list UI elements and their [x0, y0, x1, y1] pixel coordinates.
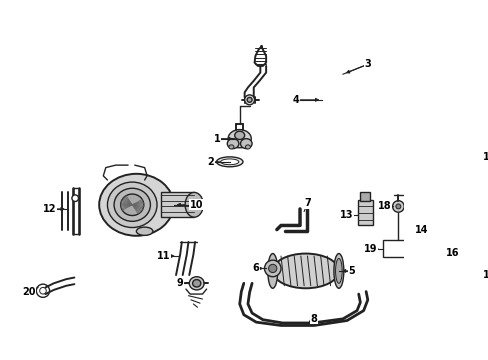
Ellipse shape	[452, 246, 468, 259]
Bar	[357, 200, 372, 225]
Text: 1: 1	[214, 134, 220, 144]
Text: 4: 4	[292, 95, 299, 105]
Ellipse shape	[234, 131, 244, 140]
Ellipse shape	[463, 270, 474, 280]
Text: 6: 6	[252, 264, 259, 274]
Ellipse shape	[228, 145, 233, 149]
Ellipse shape	[227, 130, 251, 148]
Text: 7: 7	[304, 198, 310, 208]
Ellipse shape	[272, 253, 338, 288]
Circle shape	[392, 201, 404, 212]
Text: 3: 3	[364, 59, 370, 69]
Bar	[161, 192, 194, 217]
Ellipse shape	[267, 253, 277, 288]
Text: 17: 17	[482, 152, 488, 162]
Text: 10: 10	[189, 200, 203, 210]
Ellipse shape	[465, 272, 472, 278]
Ellipse shape	[114, 188, 150, 221]
Circle shape	[264, 260, 281, 277]
Ellipse shape	[99, 174, 173, 236]
Text: 11: 11	[157, 251, 170, 261]
Ellipse shape	[433, 208, 441, 213]
Bar	[360, 192, 369, 202]
Ellipse shape	[220, 159, 238, 165]
Ellipse shape	[335, 258, 342, 283]
Ellipse shape	[185, 192, 203, 217]
Ellipse shape	[240, 139, 252, 149]
Ellipse shape	[245, 145, 250, 149]
Ellipse shape	[227, 139, 238, 149]
Ellipse shape	[424, 222, 450, 245]
Text: 2: 2	[207, 157, 214, 167]
Text: 12: 12	[43, 204, 56, 214]
Ellipse shape	[459, 267, 478, 283]
Ellipse shape	[121, 194, 143, 216]
Bar	[382, 240, 411, 257]
Text: 13: 13	[340, 210, 353, 220]
Circle shape	[268, 264, 276, 273]
Ellipse shape	[216, 157, 243, 167]
Ellipse shape	[333, 253, 343, 288]
Text: 8: 8	[310, 314, 317, 324]
Text: 14: 14	[414, 225, 427, 235]
Circle shape	[72, 195, 79, 202]
Ellipse shape	[429, 226, 446, 241]
Text: 20: 20	[22, 287, 36, 297]
Text: 5: 5	[348, 266, 355, 276]
Circle shape	[395, 204, 400, 209]
Circle shape	[244, 95, 254, 105]
Ellipse shape	[107, 182, 157, 228]
Bar	[424, 244, 450, 250]
Ellipse shape	[136, 227, 153, 235]
Text: 9: 9	[177, 278, 183, 288]
Text: 16: 16	[445, 248, 459, 258]
Text: 18: 18	[377, 202, 390, 211]
Ellipse shape	[455, 249, 465, 257]
Bar	[424, 217, 450, 224]
Ellipse shape	[189, 277, 203, 290]
Text: 19: 19	[363, 244, 376, 253]
Text: 15: 15	[482, 270, 488, 280]
Ellipse shape	[192, 280, 201, 287]
Circle shape	[246, 97, 252, 102]
